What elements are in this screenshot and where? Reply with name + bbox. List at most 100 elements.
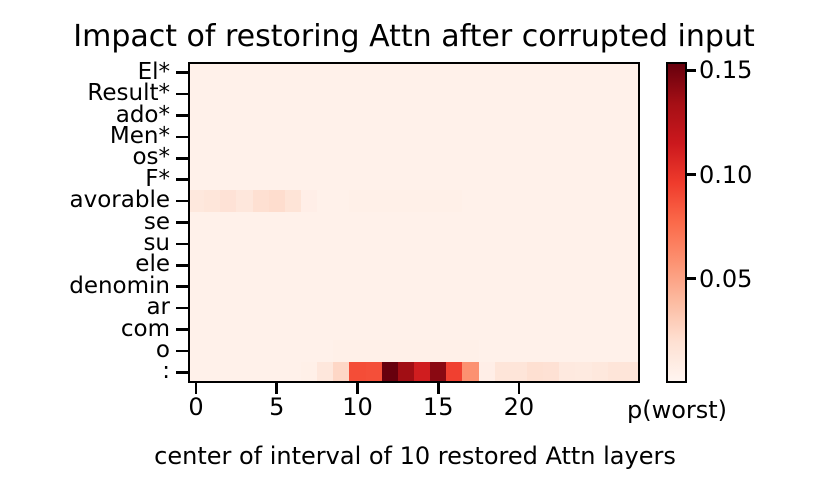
- heatmap-cell: [446, 168, 463, 191]
- heatmap-cell: [623, 190, 640, 212]
- y-tick-label: avorable: [69, 187, 170, 214]
- y-tick-label: ado*: [115, 101, 170, 128]
- heatmap-cell: [446, 147, 463, 169]
- heatmap-cell: [220, 211, 237, 234]
- heatmap-cell: [188, 254, 205, 276]
- heatmap-cell: [317, 83, 334, 105]
- heatmap-cell: [575, 62, 592, 84]
- heatmap-cell: [430, 361, 447, 383]
- heatmap-cell: [462, 126, 479, 148]
- heatmap-cell: [413, 233, 431, 255]
- y-tick-label: El*: [137, 58, 170, 85]
- heatmap-cell: [446, 190, 463, 212]
- heatmap-cell: [220, 190, 237, 212]
- y-tick-mark: [176, 328, 188, 331]
- x-tick-label: 10: [342, 393, 373, 421]
- heatmap-cell: [349, 361, 366, 383]
- colorbar-label: p(worst): [626, 396, 728, 424]
- heatmap-cell: [559, 83, 576, 105]
- heatmap-cell: [284, 233, 301, 255]
- heatmap-cell: [300, 318, 318, 341]
- heatmap-cell: [333, 126, 350, 148]
- heatmap-cell: [333, 297, 350, 319]
- heatmap-cell: [284, 62, 301, 84]
- heatmap-cell: [284, 275, 301, 298]
- heatmap-cell: [591, 211, 608, 234]
- y-tick-label: F*: [145, 165, 170, 192]
- heatmap-cell: [543, 275, 560, 298]
- heatmap-cell: [462, 297, 479, 319]
- heatmap-cell: [430, 233, 447, 255]
- heatmap-cell: [413, 147, 431, 169]
- heatmap-cell: [543, 104, 560, 127]
- y-tick-label: ele: [135, 251, 170, 278]
- y-tick-label: com: [120, 315, 170, 342]
- heatmap-cell: [462, 211, 479, 234]
- heatmap-cell: [526, 104, 544, 127]
- heatmap-cell: [284, 147, 301, 169]
- heatmap-cell: [365, 104, 382, 127]
- heatmap-cell: [413, 275, 431, 298]
- heatmap-cell: [543, 361, 560, 383]
- heatmap-cell: [462, 83, 479, 105]
- heatmap-cell: [333, 190, 350, 212]
- heatmap-cell: [381, 168, 398, 191]
- heatmap-cell: [349, 190, 366, 212]
- heatmap-cell: [607, 190, 624, 212]
- heatmap-cell: [204, 275, 221, 298]
- x-tick-label: 5: [269, 393, 285, 421]
- heatmap-cell: [413, 297, 431, 319]
- y-tick-mark: [176, 178, 188, 181]
- heatmap-cell: [446, 361, 463, 383]
- heatmap-cell: [413, 83, 431, 105]
- heatmap-cell: [559, 340, 576, 362]
- heatmap-cell: [623, 340, 640, 362]
- heatmap-cell: [478, 83, 495, 105]
- heatmap-cell: [284, 104, 301, 127]
- heatmap-cell: [188, 361, 205, 383]
- heatmap-cell: [478, 147, 495, 169]
- heatmap-cell: [204, 62, 221, 84]
- heatmap-cell: [397, 126, 414, 148]
- heatmap-cell: [510, 62, 527, 84]
- x-tick-mark: [356, 383, 359, 394]
- heatmap-cell: [188, 147, 205, 169]
- heatmap-cell: [494, 254, 511, 276]
- heatmap-cell: [381, 190, 398, 212]
- heatmap-cell: [526, 147, 544, 169]
- heatmap-cell: [430, 147, 447, 169]
- heatmap-cell: [543, 83, 560, 105]
- heatmap-cell: [478, 275, 495, 298]
- heatmap-cell: [284, 297, 301, 319]
- heatmap-cell: [268, 340, 285, 362]
- heatmap-cell: [575, 104, 592, 127]
- heatmap-cell: [510, 104, 527, 127]
- heatmap-cell: [462, 147, 479, 169]
- heatmap-cell: [575, 254, 592, 276]
- heatmap-cell: [204, 340, 221, 362]
- heatmap-cell: [220, 361, 237, 383]
- heatmap-cell: [365, 361, 382, 383]
- heatmap-cell: [607, 233, 624, 255]
- heatmap-cell: [591, 297, 608, 319]
- heatmap-cell: [365, 275, 382, 298]
- heatmap-cell: [607, 104, 624, 127]
- heatmap-cell: [575, 83, 592, 105]
- heatmap-cell: [268, 318, 285, 341]
- heatmap-cell: [623, 211, 640, 234]
- y-tick-mark: [176, 242, 188, 246]
- heatmap-cell: [559, 297, 576, 319]
- heatmap-cell: [349, 297, 366, 319]
- heatmap-cell: [462, 254, 479, 276]
- heatmap-cell: [543, 318, 560, 341]
- y-tick-mark: [176, 306, 188, 310]
- x-tick-mark: [517, 383, 521, 394]
- heatmap-cell: [220, 254, 237, 276]
- heatmap-cell: [284, 361, 301, 383]
- heatmap-cell: [430, 340, 447, 362]
- heatmap-cell: [478, 211, 495, 234]
- heatmap-cell: [252, 190, 269, 212]
- heatmap-cell: [252, 233, 269, 255]
- heatmap-cell: [430, 168, 447, 191]
- heatmap-cell: [494, 62, 511, 84]
